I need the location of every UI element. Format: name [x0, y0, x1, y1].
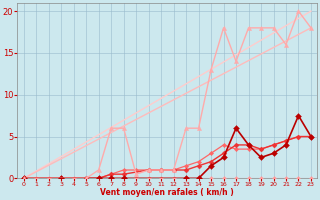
X-axis label: Vent moyen/en rafales ( km/h ): Vent moyen/en rafales ( km/h ) — [100, 188, 234, 197]
